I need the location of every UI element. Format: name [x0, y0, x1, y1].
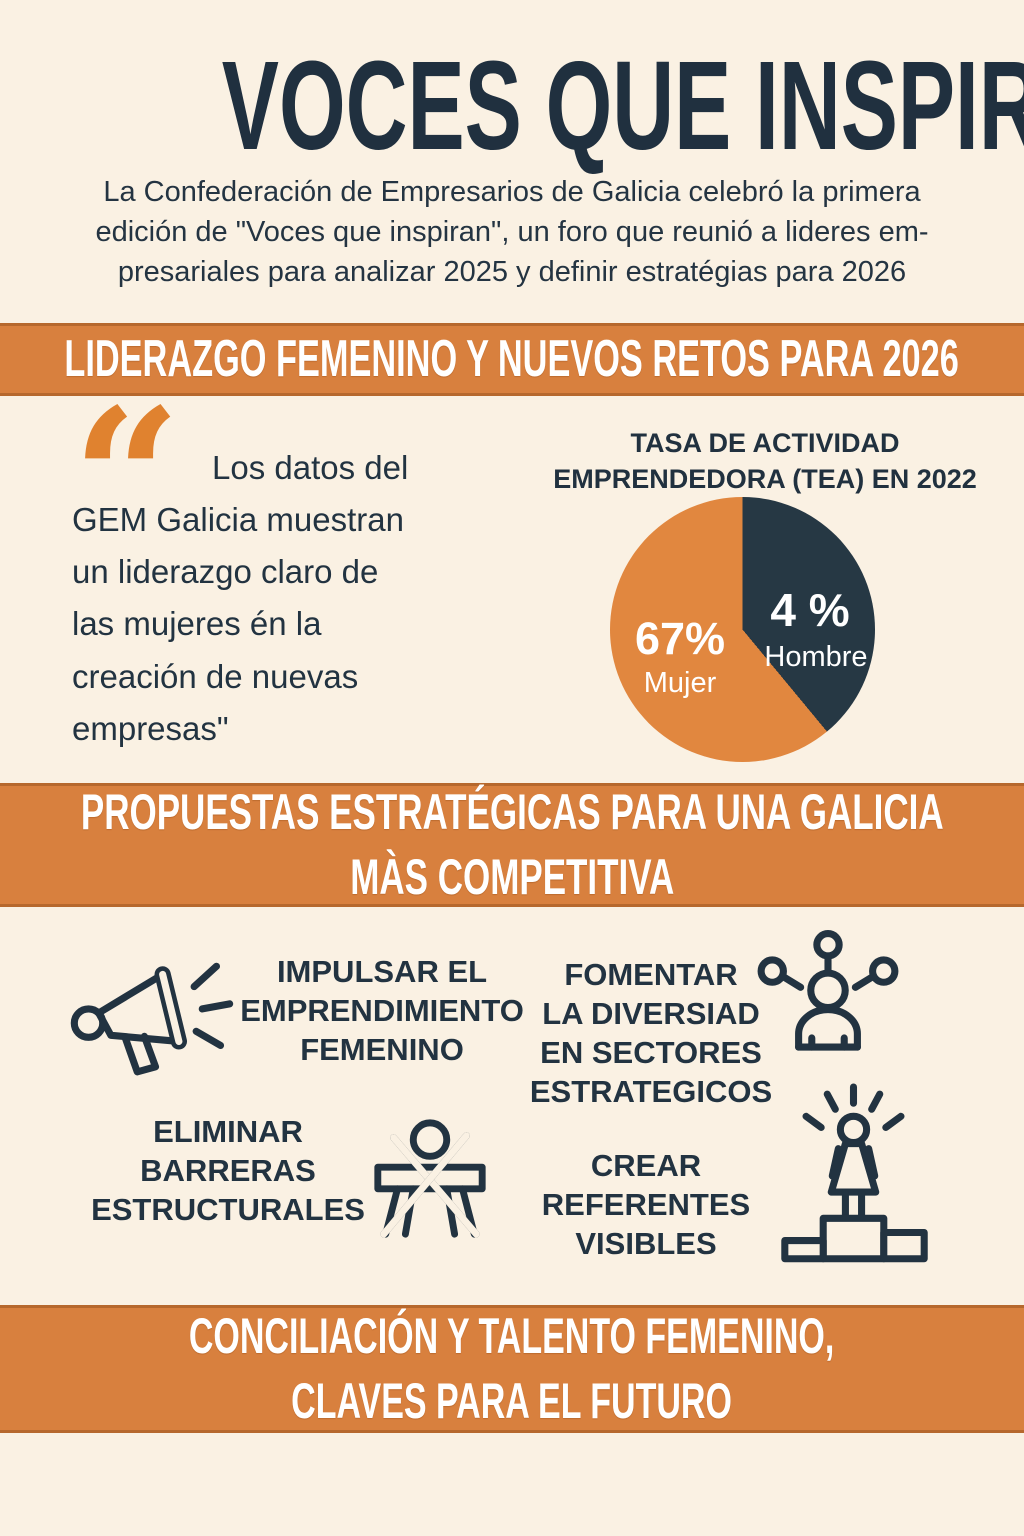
- pie-label-hombre: Hombre: [764, 641, 868, 673]
- pie-value-hombre: 4 %: [770, 584, 850, 636]
- chart-title: TASA DE ACTIVIDAD EMPRENDEDORA (TEA) EN …: [553, 428, 977, 494]
- person-network-icon: [752, 928, 904, 1076]
- proposal-label-diversidad: FOMENTAR LA DIVERSIAD EN SECTORES ESTRAT…: [529, 957, 773, 1110]
- tea-pie-chart: 67% Mujer 4 % Hombre: [610, 497, 875, 762]
- barrier-icon: [366, 1110, 494, 1248]
- proposal-label-barreras: ELIMINAR BARRERAS ESTRUCTURALES: [91, 1114, 365, 1228]
- pie-value-mujer: 67%: [634, 613, 726, 664]
- section-banner-liderazgo-label: LIDERAZGO FEMENINO Y NUEVOS RETOS PARA 2…: [64, 329, 960, 388]
- podium-woman-icon: [780, 1083, 928, 1285]
- pie-label-mujer: Mujer: [643, 667, 717, 699]
- quote-text: Los datos del GEM Galicia muestran un li…: [72, 449, 409, 747]
- header: VOCES QUE INSPIRAN: [0, 35, 1024, 176]
- section-banner-propuestas-label: PROPUESTAS ESTRATÉGICAS PARA UNA GALICIA…: [80, 784, 944, 905]
- section-banner-conciliacion-label: CONCILIACIÓN Y TALENTO FEMENINO, CLAVES …: [189, 1308, 835, 1429]
- proposal-label-emprendimiento: IMPULSAR EL EMPRENDIMIENTO FEMENINO: [240, 954, 524, 1068]
- proposal-label-referentes: CREAR REFERENTES VISIBLES: [541, 1148, 751, 1262]
- section-banner-liderazgo: LIDERAZGO FEMENINO Y NUEVOS RETOS PARA 2…: [0, 323, 1024, 396]
- intro-paragraph: La Confederación de Empresarios de Galic…: [95, 176, 929, 289]
- section-banner-propuestas: PROPUESTAS ESTRATÉGICAS PARA UNA GALICIA…: [0, 783, 1024, 907]
- section-banner-conciliacion: CONCILIACIÓN Y TALENTO FEMENINO, CLAVES …: [0, 1305, 1024, 1433]
- megaphone-icon: [64, 948, 242, 1080]
- page-title: VOCES QUE INSPIRAN: [221, 35, 1024, 176]
